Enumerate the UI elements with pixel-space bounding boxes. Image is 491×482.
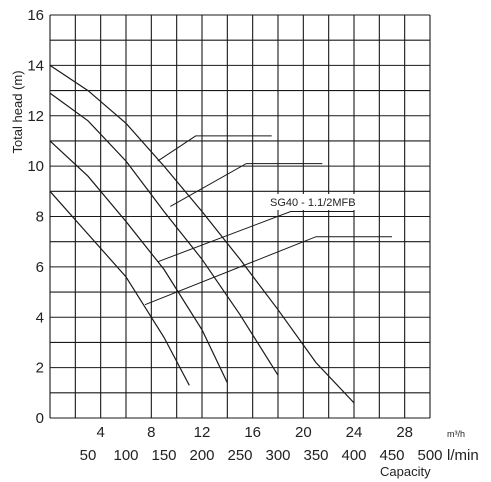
x-axis-label: Capacity <box>380 464 431 479</box>
y-tick-label: 6 <box>36 259 44 276</box>
x-tick-labels-m3h: 4 8 12 16 20 24 28 <box>96 424 413 441</box>
unit-m3h: m³/h <box>447 429 465 439</box>
x-tick-label-m3h: 8 <box>147 424 155 441</box>
x-tick-label-lmin: 50 <box>80 447 97 464</box>
x-tick-label-lmin: 150 <box>151 447 176 464</box>
y-tick-label: 16 <box>27 7 44 24</box>
grid <box>49 14 431 419</box>
performance-curve <box>49 92 279 376</box>
y-tick-label: 4 <box>36 309 44 326</box>
performance-curve <box>49 64 355 404</box>
y-tick-label: 14 <box>27 57 44 74</box>
y-tick-label: 2 <box>36 360 44 377</box>
leader-line <box>144 236 392 306</box>
x-tick-labels-lmin: 50 100 150 200 250 300 350 400 450 500 <box>80 447 443 464</box>
y-tick-label: 12 <box>27 108 44 125</box>
performance-curves <box>49 64 355 404</box>
x-tick-label-m3h: 24 <box>346 424 363 441</box>
unit-lmin: l/min <box>447 447 479 464</box>
performance-curve <box>49 190 190 386</box>
annotation-background <box>268 194 372 210</box>
x-tick-label-m3h: 20 <box>295 424 312 441</box>
y-tick-label: 10 <box>27 158 44 175</box>
x-tick-label-lmin: 100 <box>113 447 138 464</box>
x-tick-label-lmin: 450 <box>379 447 404 464</box>
x-tick-label-lmin: 350 <box>303 447 328 464</box>
x-tick-label-m3h: 28 <box>396 424 413 441</box>
y-tick-label: 0 <box>36 410 44 427</box>
leader-lines <box>144 135 392 306</box>
y-axis-label: Total head (m) <box>10 70 25 153</box>
x-tick-label-m3h: 4 <box>96 424 104 441</box>
y-tick-label: 8 <box>36 209 44 226</box>
performance-curve <box>49 140 228 383</box>
leader-line <box>170 163 323 207</box>
x-tick-label-lmin: 250 <box>227 447 252 464</box>
x-tick-label-m3h: 16 <box>244 424 261 441</box>
x-tick-label-lmin: 200 <box>189 447 214 464</box>
x-tick-label-lmin: 300 <box>265 447 290 464</box>
leader-line <box>157 211 354 263</box>
x-tick-label-lmin: 400 <box>341 447 366 464</box>
x-tick-label-lmin: 500 <box>417 447 442 464</box>
model-annotation: SG40 - 1.1/2MFB <box>270 197 356 209</box>
y-tick-labels: 16 14 12 10 8 6 4 2 0 <box>27 7 44 427</box>
leader-line <box>157 135 272 162</box>
x-tick-label-m3h: 12 <box>194 424 211 441</box>
